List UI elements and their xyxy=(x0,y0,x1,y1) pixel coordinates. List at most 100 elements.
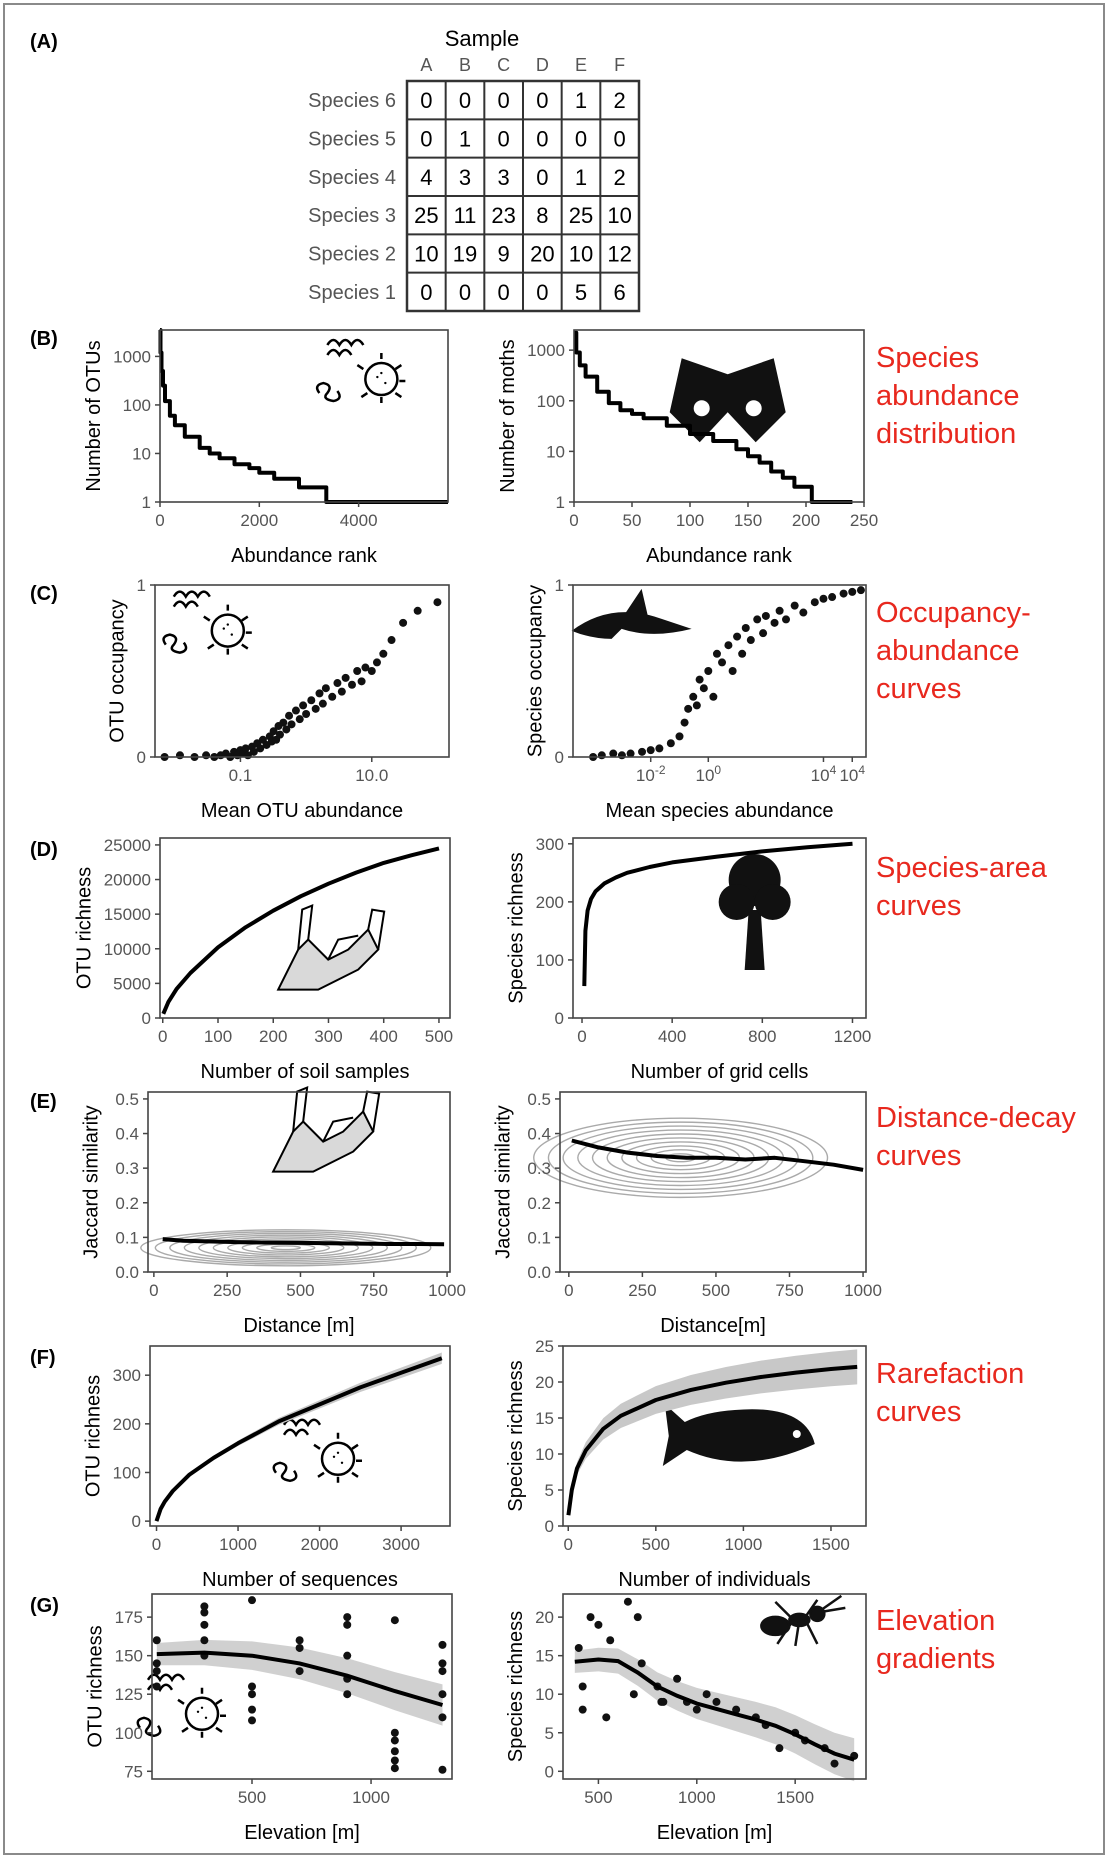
chart-g-left: (G) 500 1000 75 100 125 150 175 Elevation [m] OTU… xyxy=(30,1593,453,1844)
column-label: A xyxy=(420,55,432,75)
plot-frame xyxy=(154,584,450,758)
y-tick-label: 0.1 xyxy=(115,1228,139,1247)
y-tick-label: 0.5 xyxy=(527,1090,551,1109)
y-tick-label: 0 xyxy=(555,1009,564,1028)
plot-frame xyxy=(149,1345,451,1527)
data-point xyxy=(341,673,350,682)
y-tick-label: 0 xyxy=(545,1517,554,1536)
smooth-line xyxy=(574,1657,855,1762)
table-cell: 0 xyxy=(536,88,548,113)
table-cell: 10 xyxy=(569,242,593,267)
y-axis-title: Species richness xyxy=(505,1611,527,1762)
y-axis-title: Number of OTUs xyxy=(83,340,105,491)
data-point xyxy=(578,1682,587,1691)
column-label: C xyxy=(497,55,510,75)
table-cell: 0 xyxy=(536,165,548,190)
data-point xyxy=(718,658,727,667)
chart-c-right: 10-2 100 104 104 0 1 Mean species abundance Spe… xyxy=(525,576,867,822)
side-label-e: curves xyxy=(876,1140,961,1172)
series-line xyxy=(161,846,440,1015)
data-point xyxy=(343,1690,352,1699)
series-line xyxy=(582,841,853,987)
side-label-d: curves xyxy=(876,890,961,922)
data-point xyxy=(709,692,718,701)
data-point xyxy=(684,704,693,713)
data-point xyxy=(759,629,768,638)
table-cell: 5 xyxy=(575,280,587,305)
data-point xyxy=(586,1613,595,1622)
data-point xyxy=(438,1667,447,1676)
data-point xyxy=(152,1667,161,1676)
side-label-f: Rarefaction xyxy=(876,1358,1024,1390)
x-axis-title: Abundance rank xyxy=(646,545,793,567)
data-point xyxy=(249,747,258,756)
panel-letter: (G) xyxy=(30,1595,59,1617)
confidence-ribbon xyxy=(574,1647,855,1782)
y-tick-label: 0.1 xyxy=(527,1228,551,1247)
data-point xyxy=(810,598,819,607)
table-cell: 10 xyxy=(414,242,438,267)
side-label-b: distribution xyxy=(876,418,1016,450)
panel-letter: (E) xyxy=(30,1091,57,1113)
y-axis-title: Species richness xyxy=(506,852,528,1003)
side-label-c: curves xyxy=(876,673,961,705)
data-point xyxy=(343,1651,352,1660)
data-point xyxy=(712,1697,721,1706)
table-cell: 0 xyxy=(420,127,432,152)
y-tick-label: 25000 xyxy=(104,836,151,855)
data-point xyxy=(379,649,388,658)
data-point xyxy=(733,632,742,641)
side-label-f: curves xyxy=(876,1396,961,1428)
table-cell: 0 xyxy=(420,280,432,305)
y-axis-title: Number of moths xyxy=(497,339,519,492)
row-label: Species 4 xyxy=(308,167,396,189)
density-contour xyxy=(547,1121,814,1195)
x-axis-title: Number of sequences xyxy=(202,1569,398,1591)
table-cell: 0 xyxy=(498,88,510,113)
x-tick-label: 400 xyxy=(370,1027,398,1046)
data-point xyxy=(333,679,342,688)
data-point xyxy=(387,636,396,645)
data-point xyxy=(295,1667,304,1676)
table-cell: 2 xyxy=(614,88,626,113)
y-tick-label: 1 xyxy=(556,493,565,512)
table-cell: 1 xyxy=(575,88,587,113)
fish-eye xyxy=(792,1430,801,1438)
table-cell: 0 xyxy=(536,280,548,305)
data-point xyxy=(775,606,784,615)
data-point xyxy=(438,1765,447,1774)
x-tick-label: 1500 xyxy=(776,1788,814,1807)
table-cell: 0 xyxy=(498,280,510,305)
data-point xyxy=(659,1697,668,1706)
data-point xyxy=(623,1597,632,1606)
tree-crown xyxy=(754,884,791,920)
y-tick-label: 0 xyxy=(142,1009,151,1028)
data-point xyxy=(343,1620,352,1629)
y-tick-label: 100 xyxy=(536,951,564,970)
figure-frame xyxy=(3,3,1105,1855)
y-tick-label: 0 xyxy=(137,748,146,767)
bird-icon xyxy=(571,588,692,639)
y-tick-label: 175 xyxy=(115,1608,143,1627)
data-point xyxy=(200,1608,209,1617)
x-tick-label: 100 xyxy=(676,511,704,530)
data-point xyxy=(856,586,865,595)
data-point xyxy=(602,1713,611,1722)
row-label: Species 2 xyxy=(308,244,396,266)
x-tick-label: 800 xyxy=(748,1027,776,1046)
moth-eyespot xyxy=(745,400,762,417)
y-tick-label: 100 xyxy=(115,1724,143,1743)
y-tick-label: 100 xyxy=(123,396,151,415)
data-point xyxy=(200,1636,209,1645)
y-axis-title: Jaccard similarity xyxy=(81,1105,103,1258)
table-cell: 2 xyxy=(614,165,626,190)
table-cell: 11 xyxy=(454,203,477,228)
plot-frame xyxy=(562,1345,867,1527)
data-point xyxy=(318,699,327,708)
data-point xyxy=(848,587,857,596)
data-point xyxy=(287,720,296,729)
y-tick-label: 5 xyxy=(545,1481,554,1500)
data-point xyxy=(732,1705,741,1714)
table-cell: 23 xyxy=(491,203,515,228)
data-point xyxy=(438,1713,447,1722)
